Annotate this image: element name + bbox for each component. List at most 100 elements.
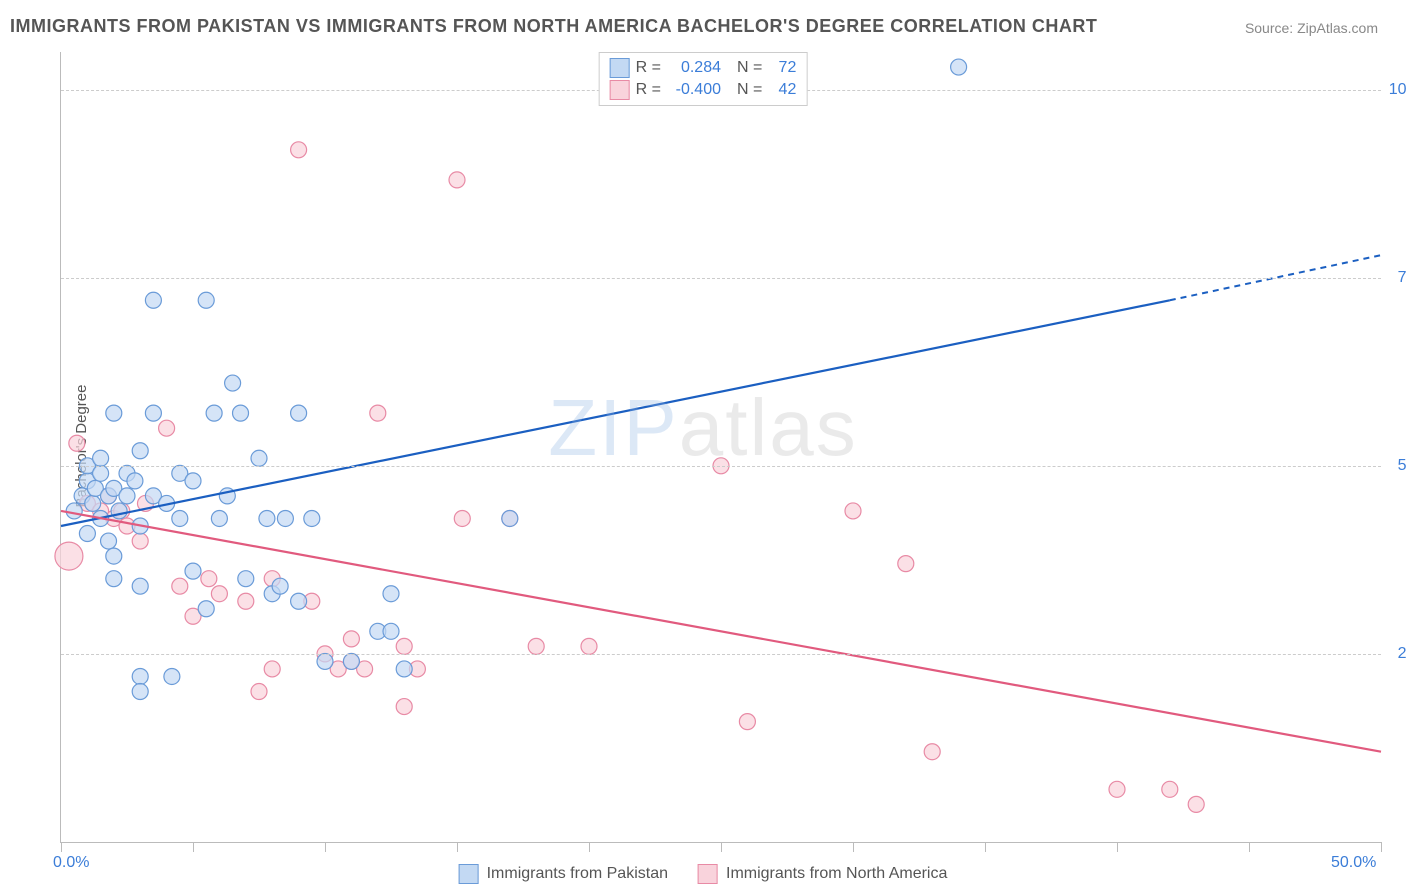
scatter-point: [106, 548, 122, 564]
scatter-point: [172, 578, 188, 594]
y-tick-label: 25.0%: [1398, 645, 1406, 663]
scatter-point: [383, 586, 399, 602]
scatter-point: [924, 744, 940, 760]
scatter-point: [238, 571, 254, 587]
scatter-point: [111, 503, 127, 519]
legend-item-pakistan: Immigrants from Pakistan: [459, 864, 668, 884]
scatter-point: [211, 586, 227, 602]
scatter-point: [201, 571, 217, 587]
scatter-point: [145, 405, 161, 421]
x-tick: [457, 842, 458, 852]
scatter-point: [55, 542, 83, 570]
scatter-point: [164, 668, 180, 684]
scatter-point: [291, 593, 307, 609]
legend-label-pakistan: Immigrants from Pakistan: [487, 865, 668, 883]
scatter-point: [317, 653, 333, 669]
swatch-northamerica: [610, 80, 630, 100]
scatter-point: [145, 292, 161, 308]
scatter-point: [185, 473, 201, 489]
scatter-point: [1162, 781, 1178, 797]
scatter-point: [185, 563, 201, 579]
r-label: R =: [636, 79, 661, 101]
x-tick: [1117, 842, 1118, 852]
scatter-point: [233, 405, 249, 421]
scatter-point: [93, 450, 109, 466]
scatter-point: [291, 405, 307, 421]
scatter-point: [101, 533, 117, 549]
scatter-point: [343, 653, 359, 669]
scatter-point: [132, 668, 148, 684]
n-value-pakistan: 72: [768, 57, 796, 79]
scatter-point: [132, 443, 148, 459]
x-tick: [61, 842, 62, 852]
n-value-northamerica: 42: [768, 79, 796, 101]
scatter-point: [898, 556, 914, 572]
scatter-point: [159, 420, 175, 436]
scatter-plot-svg: [61, 52, 1381, 842]
scatter-point: [127, 473, 143, 489]
scatter-point: [581, 638, 597, 654]
scatter-point: [304, 510, 320, 526]
scatter-point: [132, 533, 148, 549]
gridline-horizontal: [61, 466, 1381, 467]
scatter-point: [264, 661, 280, 677]
stats-row-northamerica: R = -0.400 N = 42: [610, 79, 797, 101]
scatter-point: [272, 578, 288, 594]
scatter-point: [396, 638, 412, 654]
scatter-point: [502, 510, 518, 526]
swatch-pakistan: [459, 864, 479, 884]
plot-area: 25.0%50.0%75.0%100.0%0.0%50.0%: [60, 52, 1381, 843]
scatter-point: [206, 405, 222, 421]
x-tick-label: 0.0%: [53, 854, 89, 872]
gridline-horizontal: [61, 654, 1381, 655]
source-label: Source: ZipAtlas.com: [1245, 20, 1378, 36]
scatter-point: [739, 714, 755, 730]
scatter-point: [93, 465, 109, 481]
scatter-point: [1109, 781, 1125, 797]
scatter-point: [198, 292, 214, 308]
scatter-point: [106, 571, 122, 587]
scatter-point: [259, 510, 275, 526]
scatter-point: [454, 510, 470, 526]
x-tick-label: 50.0%: [1331, 854, 1376, 872]
scatter-point: [1188, 796, 1204, 812]
scatter-point: [238, 593, 254, 609]
scatter-point: [528, 638, 544, 654]
stats-legend-box: R = 0.284 N = 72 R = -0.400 N = 42: [599, 52, 808, 106]
scatter-point: [132, 684, 148, 700]
scatter-point: [69, 435, 85, 451]
trend-line: [61, 511, 1381, 752]
x-tick: [325, 842, 326, 852]
scatter-point: [119, 488, 135, 504]
scatter-point: [277, 510, 293, 526]
y-tick-label: 50.0%: [1398, 457, 1406, 475]
x-tick: [1381, 842, 1382, 852]
scatter-point: [132, 578, 148, 594]
scatter-point: [251, 684, 267, 700]
scatter-point: [370, 405, 386, 421]
swatch-pakistan: [610, 58, 630, 78]
legend-item-northamerica: Immigrants from North America: [698, 864, 947, 884]
series-legend: Immigrants from Pakistan Immigrants from…: [459, 864, 948, 884]
scatter-point: [251, 450, 267, 466]
scatter-point: [343, 631, 359, 647]
scatter-point: [951, 59, 967, 75]
scatter-point: [172, 510, 188, 526]
gridline-horizontal: [61, 278, 1381, 279]
r-label: R =: [636, 57, 661, 79]
trend-line: [61, 300, 1170, 526]
scatter-point: [211, 510, 227, 526]
scatter-point: [79, 526, 95, 542]
legend-label-northamerica: Immigrants from North America: [726, 865, 947, 883]
x-tick: [721, 842, 722, 852]
chart-title: IMMIGRANTS FROM PAKISTAN VS IMMIGRANTS F…: [10, 16, 1097, 37]
scatter-point: [449, 172, 465, 188]
scatter-point: [66, 503, 82, 519]
x-tick: [985, 842, 986, 852]
swatch-northamerica: [698, 864, 718, 884]
scatter-point: [225, 375, 241, 391]
n-label: N =: [737, 57, 762, 79]
y-tick-label: 100.0%: [1389, 81, 1406, 99]
scatter-point: [396, 699, 412, 715]
scatter-point: [845, 503, 861, 519]
